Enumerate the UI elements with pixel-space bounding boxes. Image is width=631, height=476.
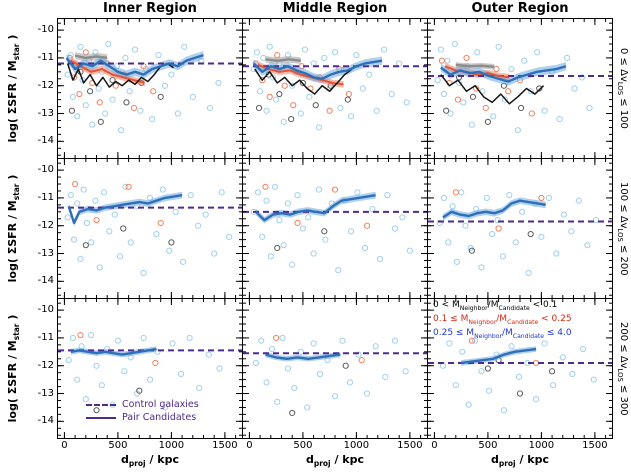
x-tick-label: 500	[293, 440, 313, 451]
y-tick-label: -13	[37, 387, 54, 399]
y-tick-label: -14	[37, 135, 54, 147]
legend-control-dashed-row: Control galaxies	[86, 398, 199, 411]
row-label-vel100-200: 100 ≤ ΔvLOS ≤ 200	[616, 181, 629, 276]
panel-outer-vel0-100	[427, 18, 613, 159]
legend-mass-line-2: 0.1 ≤ MNeighbor/MCandidate < 0.25	[433, 313, 572, 326]
y-tick-label: -10	[37, 304, 54, 316]
y-tick-label: -13	[37, 107, 54, 119]
y-tick-label: -14	[37, 415, 54, 427]
x-tick-label: 1000	[343, 440, 370, 451]
row-label-vel200-300: 200 ≤ ΔvLOS ≤ 300	[616, 321, 629, 416]
panel-inner-vel200-300	[57, 298, 243, 439]
legend-mass-line-1: 0 < MNeighbor/MCandidate < 0.1	[433, 300, 558, 312]
y-axis-label-row3: log( ΣSFR / Mstar )	[6, 314, 22, 423]
y-tick-label: -11	[37, 51, 54, 63]
legend-control-solid-row: Pair Candidates	[86, 411, 199, 424]
y-axis-label-row2: log( ΣSFR / Mstar )	[6, 174, 22, 283]
x-tick-label: 500	[478, 440, 498, 451]
panel-middle-vel100-200	[242, 158, 428, 299]
legend-control-solid-label: Pair Candidates	[122, 412, 197, 423]
panel-canvas-r3c2	[243, 299, 427, 438]
panel-inner-vel100-200	[57, 158, 243, 299]
column-title-outer: Outer Region	[471, 1, 569, 16]
column-title-middle: Middle Region	[282, 1, 388, 16]
x-tick-label: 1500	[582, 440, 608, 451]
y-tick-label: -11	[37, 331, 54, 343]
panel-canvas-r2c3	[428, 159, 612, 298]
y-tick-label: -14	[37, 275, 54, 287]
y-tick-label: -10	[37, 164, 54, 176]
x-tick-label: 500	[108, 440, 128, 451]
x-tick-label: 0	[61, 440, 68, 451]
panel-canvas-r1c3	[428, 19, 612, 158]
row-label-vel0-100: 0 ≤ ΔvLOS ≤ 100	[616, 48, 629, 129]
panel-canvas-r3c1	[58, 299, 242, 438]
legend-control-dashed-label: Control galaxies	[122, 399, 199, 410]
y-axis-label-row1: log( ΣSFR / Mstar )	[6, 34, 22, 143]
x-tick-label: 1500	[212, 440, 238, 451]
panel-middle-vel0-100	[242, 18, 428, 159]
legend-mass-ratio: 0 < MNeighbor/MCandidate < 0.1 0.1 ≤ MNe…	[433, 300, 572, 341]
x-tick-label: 1000	[158, 440, 185, 451]
y-tick-label: -11	[37, 191, 54, 203]
y-tick-label: -12	[37, 359, 54, 371]
x-axis-label-middle: dproj / kpc	[306, 453, 364, 469]
legend-mass-line-3: 0.25 ≤ MNeighbor/MCandidate ≤ 4.0	[433, 327, 572, 340]
x-tick-label: 0	[246, 440, 253, 451]
solid-line-sample	[86, 416, 116, 419]
legend-control: Control galaxies Pair Candidates	[86, 398, 199, 424]
panel-canvas-r2c2	[243, 159, 427, 298]
panel-canvas-r1c2	[243, 19, 427, 158]
panel-canvas-r2c1	[58, 159, 242, 298]
y-tick-label: -12	[37, 219, 54, 231]
x-tick-label: 1000	[528, 440, 555, 451]
dashed-line-sample	[86, 403, 116, 406]
y-tick-label: -10	[37, 24, 54, 36]
panel-canvas-r3c3	[428, 299, 612, 438]
panel-middle-vel200-300	[242, 298, 428, 439]
panel-canvas-r1c1	[58, 19, 242, 158]
x-tick-label: 1500	[397, 440, 423, 451]
panel-inner-vel0-100	[57, 18, 243, 159]
x-axis-label-inner: dproj / kpc	[121, 453, 179, 469]
x-axis-label-outer: dproj / kpc	[491, 453, 549, 469]
x-tick-label: 0	[431, 440, 438, 451]
y-tick-label: -13	[37, 247, 54, 259]
y-tick-label: -12	[37, 79, 54, 91]
panel-outer-vel200-300	[427, 298, 613, 439]
column-title-inner: Inner Region	[103, 1, 197, 16]
panel-outer-vel100-200	[427, 158, 613, 299]
